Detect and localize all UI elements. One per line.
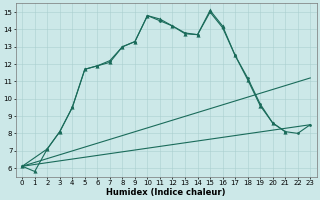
X-axis label: Humidex (Indice chaleur): Humidex (Indice chaleur) <box>107 188 226 197</box>
